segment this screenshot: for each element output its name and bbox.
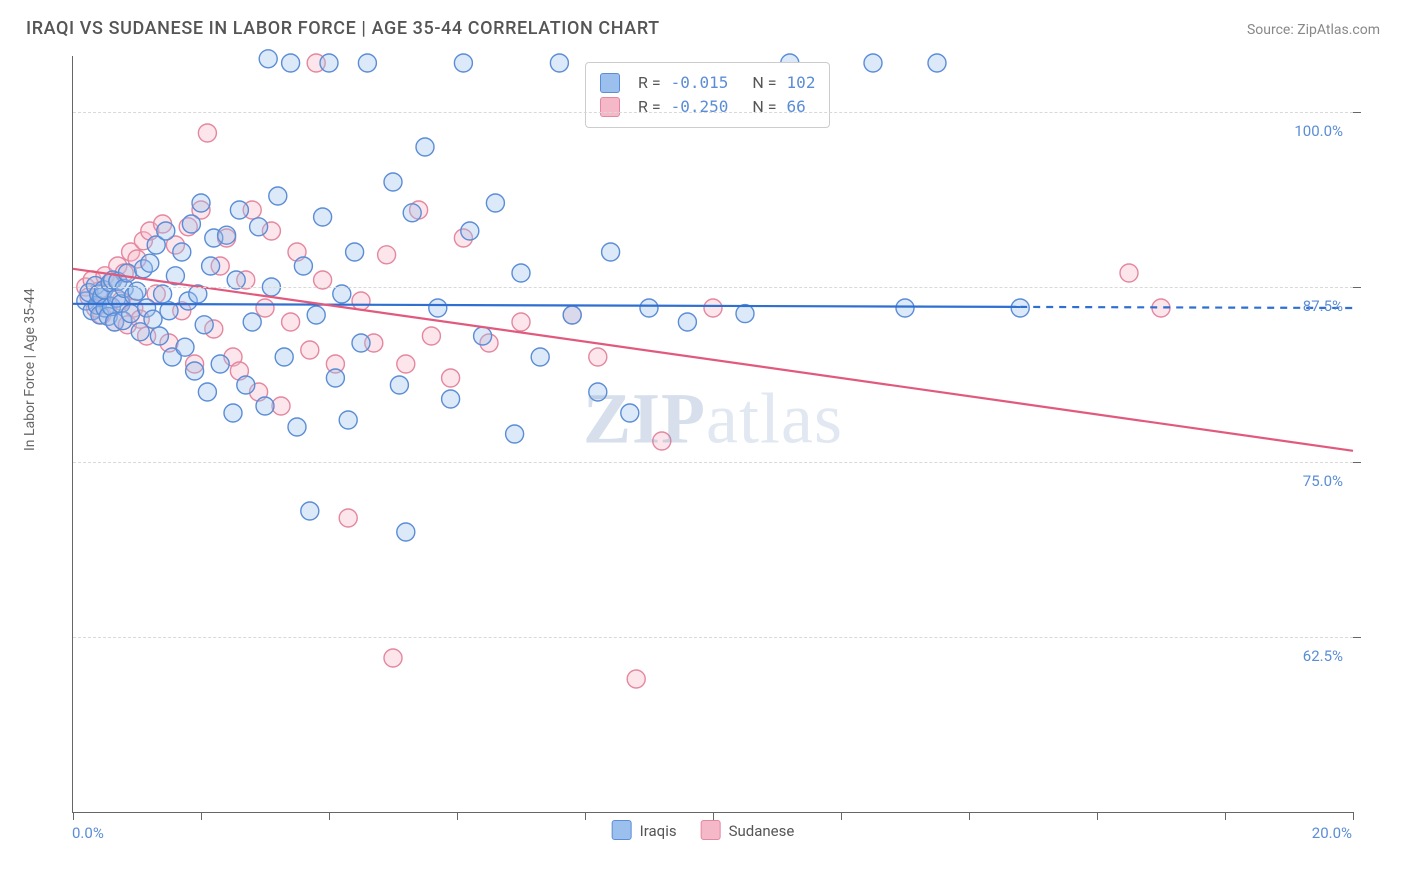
- r-value-iraqis: -0.015: [671, 71, 729, 95]
- legend-label-sudanese: Sudanese: [729, 822, 795, 840]
- swatch-sudanese-icon: [701, 820, 721, 840]
- x-axis-min-label: 0.0%: [72, 824, 104, 842]
- chart-header: IRAQI VS SUDANESE IN LABOR FORCE | AGE 3…: [0, 0, 1406, 45]
- n-label: N =: [752, 95, 776, 119]
- r-label: R =: [638, 95, 661, 119]
- chart-title: IRAQI VS SUDANESE IN LABOR FORCE | AGE 3…: [26, 18, 660, 39]
- y-tick-label: 62.5%: [1303, 647, 1343, 665]
- x-axis-max-label: 20.0%: [1312, 824, 1352, 842]
- plot-area: ZIPatlas R = -0.015 N = 102 R = -0.250 N…: [72, 56, 1353, 813]
- swatch-iraqis-icon: [612, 820, 632, 840]
- n-value-sudanese: 66: [787, 95, 806, 119]
- y-tick-label: 87.5%: [1303, 297, 1343, 315]
- chart-container: In Labor Force | Age 35-44 ZIPatlas R = …: [26, 56, 1380, 846]
- swatch-sudanese-icon: [600, 97, 620, 117]
- source-label: Source: ZipAtlas.com: [1247, 22, 1380, 38]
- y-tick-label: 100.0%: [1294, 122, 1343, 140]
- n-label: N =: [752, 71, 776, 95]
- stats-legend-box: R = -0.015 N = 102 R = -0.250 N = 66: [585, 62, 830, 128]
- plot-svg: [73, 56, 1353, 812]
- legend-label-iraqis: Iraqis: [640, 822, 677, 840]
- n-value-iraqis: 102: [787, 71, 816, 95]
- stats-row-iraqis: R = -0.015 N = 102: [600, 71, 815, 95]
- r-value-sudanese: -0.250: [671, 95, 729, 119]
- y-tick-label: 75.0%: [1303, 472, 1343, 490]
- legend-item-iraqis: Iraqis: [612, 820, 677, 840]
- y-axis-title: In Labor Force | Age 35-44: [22, 288, 38, 451]
- stats-row-sudanese: R = -0.250 N = 66: [600, 95, 815, 119]
- swatch-iraqis-icon: [600, 73, 620, 93]
- legend-item-sudanese: Sudanese: [701, 820, 795, 840]
- legend-bottom: Iraqis Sudanese: [612, 820, 795, 840]
- r-label: R =: [638, 71, 661, 95]
